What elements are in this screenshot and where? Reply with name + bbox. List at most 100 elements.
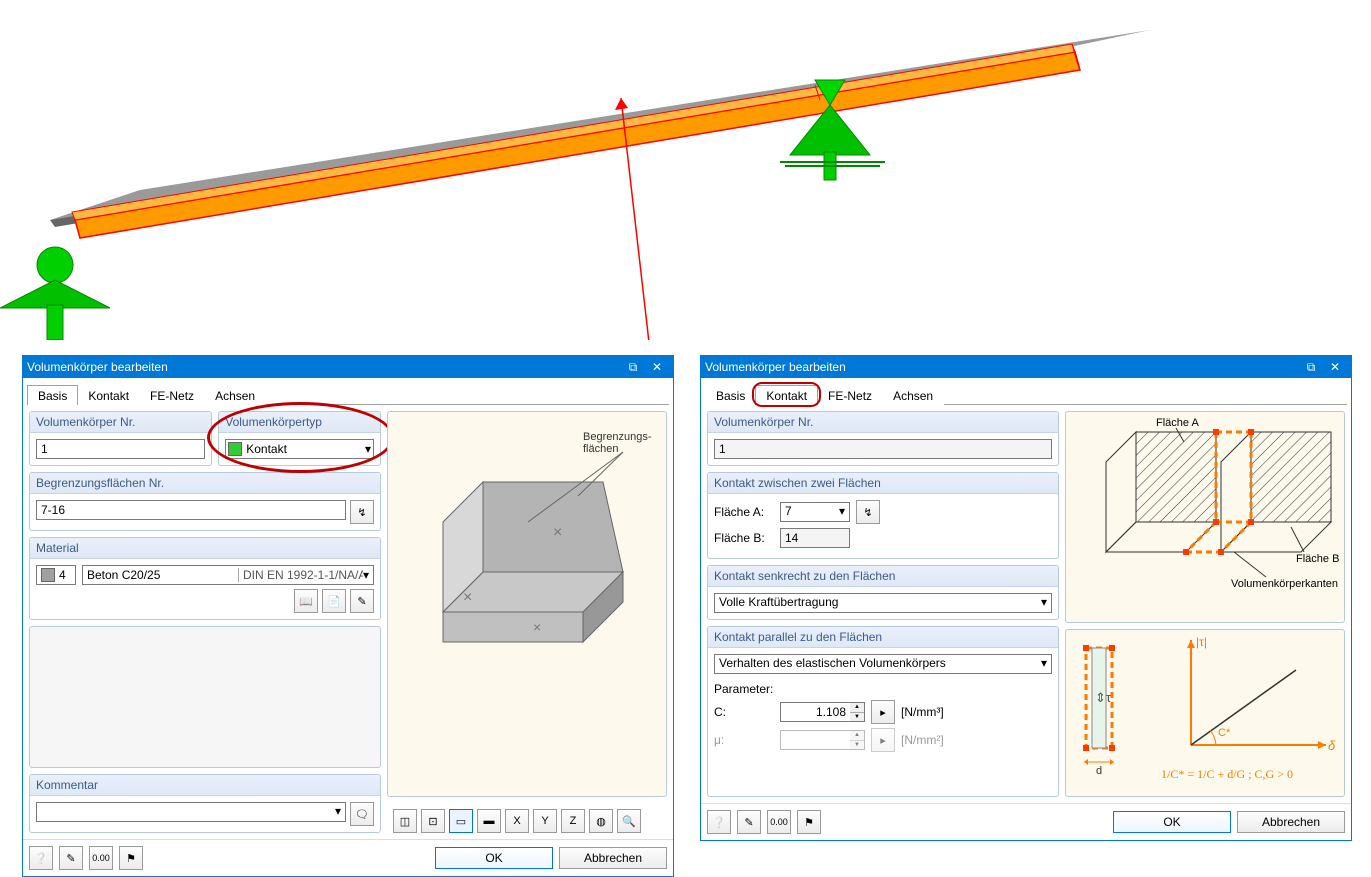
svg-text:Begrenzungs-: Begrenzungs- bbox=[583, 431, 652, 443]
stiffness-graph: ⇕τ d C* |τ| δ bbox=[1065, 629, 1345, 797]
group-comment-label: Kommentar bbox=[30, 775, 380, 796]
material-id: 4 bbox=[59, 568, 66, 582]
pick-surface-a-icon[interactable]: ↯ bbox=[856, 500, 880, 524]
c-unit: [N/mm³] bbox=[901, 705, 944, 719]
group-number-label: Volumenkörper Nr. bbox=[30, 412, 211, 433]
comment-pick-icon[interactable]: 🗨 bbox=[350, 802, 374, 826]
cancel-button[interactable]: Abbrechen bbox=[559, 847, 667, 869]
svg-text:×: × bbox=[463, 589, 472, 606]
titlebar[interactable]: Volumenkörper bearbeiten ⧉ ✕ bbox=[701, 356, 1351, 378]
chevron-down-icon: ▾ bbox=[363, 568, 369, 582]
c-spinner[interactable]: ▲▼ bbox=[780, 702, 865, 722]
tab-fenetz[interactable]: FE-Netz bbox=[139, 385, 205, 405]
dialog-edit-solid-kontakt: Volumenkörper bearbeiten ⧉ ✕ Basis Konta… bbox=[700, 355, 1352, 841]
ok-button[interactable]: OK bbox=[1113, 811, 1231, 833]
chevron-down-icon: ▾ bbox=[1041, 595, 1047, 611]
tab-basis[interactable]: Basis bbox=[705, 385, 756, 405]
mu-extra-icon: ▸ bbox=[871, 728, 895, 752]
mu-unit: [N/mm²] bbox=[901, 733, 944, 747]
view-y-icon[interactable]: Y bbox=[533, 809, 557, 833]
tab-kontakt[interactable]: Kontakt bbox=[755, 385, 818, 405]
mu-spinner: ▲▼ bbox=[780, 730, 865, 750]
restore-icon[interactable]: ⧉ bbox=[621, 360, 645, 375]
ok-button[interactable]: OK bbox=[435, 847, 553, 869]
preview-pane: × × × Begrenzungs- flächen bbox=[387, 411, 667, 797]
flag-icon[interactable]: ⚑ bbox=[797, 810, 821, 834]
view-x-icon[interactable]: X bbox=[505, 809, 529, 833]
svg-text:×: × bbox=[553, 524, 562, 541]
view-3d-icon[interactable]: ◍ bbox=[589, 809, 613, 833]
view-front-icon[interactable]: ▭ bbox=[449, 809, 473, 833]
view-top-icon[interactable]: ⊡ bbox=[421, 809, 445, 833]
chevron-down-icon: ▾ bbox=[1041, 656, 1047, 672]
close-icon[interactable]: ✕ bbox=[1323, 360, 1347, 374]
parameter-label: Parameter: bbox=[714, 682, 1052, 696]
svg-text:Volumenkörperkanten: Volumenkörperkanten bbox=[1231, 578, 1338, 590]
group-perp-label: Kontakt senkrecht zu den Flächen bbox=[708, 566, 1058, 587]
close-icon[interactable]: ✕ bbox=[645, 360, 669, 374]
tab-bar: Basis Kontakt FE-Netz Achsen bbox=[27, 382, 669, 405]
surface-b-label: Fläche B: bbox=[714, 531, 774, 545]
cancel-button[interactable]: Abbrechen bbox=[1237, 811, 1345, 833]
mu-label: μ: bbox=[714, 733, 774, 747]
svg-text:|τ|: |τ| bbox=[1196, 635, 1207, 649]
chevron-down-icon: ▾ bbox=[335, 804, 341, 820]
svg-text:d: d bbox=[1096, 765, 1102, 777]
title-text: Volumenkörper bearbeiten bbox=[705, 360, 846, 374]
tab-fenetz[interactable]: FE-Netz bbox=[817, 385, 883, 405]
tab-bar: Basis Kontakt FE-Netz Achsen bbox=[705, 382, 1347, 405]
material-select[interactable]: Beton C20/25 DIN EN 1992-1-1/NA/A ▾ bbox=[82, 565, 374, 585]
type-highlight-oval bbox=[207, 402, 394, 473]
units-icon[interactable]: 0.00 bbox=[767, 810, 791, 834]
view-iso-icon[interactable]: ◫ bbox=[393, 809, 417, 833]
units-icon[interactable]: 0.00 bbox=[89, 846, 113, 870]
view-side-icon[interactable]: ▬ bbox=[477, 809, 501, 833]
para-contact-select[interactable]: Verhalten des elastischen Volumenkörpers… bbox=[714, 654, 1052, 674]
title-text: Volumenkörper bearbeiten bbox=[27, 360, 168, 374]
bounds-input[interactable] bbox=[36, 500, 346, 520]
svg-text:⇕τ: ⇕τ bbox=[1095, 690, 1112, 705]
flag-icon[interactable]: ⚑ bbox=[119, 846, 143, 870]
material-new-icon[interactable]: 📄 bbox=[322, 589, 346, 613]
svg-text:Fläche B: Fläche B bbox=[1296, 553, 1339, 565]
perp-contact-select[interactable]: Volle Kraftübertragung ▾ bbox=[714, 593, 1052, 613]
svg-text:δ: δ bbox=[1328, 738, 1336, 753]
tab-achsen[interactable]: Achsen bbox=[882, 385, 944, 405]
restore-icon[interactable]: ⧉ bbox=[1299, 360, 1323, 375]
svg-text:×: × bbox=[533, 619, 541, 635]
material-library-icon[interactable]: 📖 bbox=[294, 589, 318, 613]
beam-diagram-svg bbox=[0, 0, 1371, 340]
tab-basis[interactable]: Basis bbox=[27, 385, 78, 405]
edit-icon[interactable]: ✎ bbox=[59, 846, 83, 870]
dialog-edit-solid-basis: Volumenkörper bearbeiten ⧉ ✕ Basis Konta… bbox=[22, 355, 674, 877]
edit-icon[interactable]: ✎ bbox=[737, 810, 761, 834]
preview-toolbar: ◫ ⊡ ▭ ▬ X Y Z ◍ 🔍 bbox=[387, 803, 667, 833]
solid-number-input bbox=[714, 439, 1052, 459]
titlebar[interactable]: Volumenkörper bearbeiten ⧉ ✕ bbox=[23, 356, 673, 378]
c-extra-icon[interactable]: ▸ bbox=[871, 700, 895, 724]
group-material-label: Material bbox=[30, 538, 380, 559]
comment-input[interactable]: ▾ bbox=[36, 802, 346, 822]
solid-number-input[interactable] bbox=[36, 439, 205, 459]
material-name: Beton C20/25 bbox=[87, 568, 238, 582]
material-swatch bbox=[41, 568, 55, 582]
structural-3d-view bbox=[0, 0, 1371, 340]
svg-text:Fläche A: Fläche A bbox=[1156, 417, 1199, 429]
material-edit-icon[interactable]: ✎ bbox=[350, 589, 374, 613]
view-z-icon[interactable]: Z bbox=[561, 809, 585, 833]
help-icon[interactable]: ❔ bbox=[707, 810, 731, 834]
group-para-label: Kontakt parallel zu den Flächen bbox=[708, 627, 1058, 648]
surface-a-select[interactable]: 7 ▾ bbox=[780, 502, 850, 522]
svg-text:C*: C* bbox=[1218, 727, 1231, 739]
c-label: C: bbox=[714, 705, 774, 719]
tab-achsen[interactable]: Achsen bbox=[204, 385, 266, 405]
svg-text:flächen: flächen bbox=[583, 443, 618, 455]
zoom-icon[interactable]: 🔍 bbox=[617, 809, 641, 833]
pick-surfaces-icon[interactable]: ↯ bbox=[350, 500, 374, 524]
group-surfaces-label: Kontakt zwischen zwei Flächen bbox=[708, 473, 1058, 494]
surface-a-label: Fläche A: bbox=[714, 505, 774, 519]
help-icon[interactable]: ❔ bbox=[29, 846, 53, 870]
material-code: DIN EN 1992-1-1/NA/A bbox=[238, 568, 363, 582]
formula-text: 1/C* = 1/C + d/G ; C,G > 0 bbox=[1161, 767, 1293, 781]
tab-kontakt[interactable]: Kontakt bbox=[77, 385, 140, 405]
